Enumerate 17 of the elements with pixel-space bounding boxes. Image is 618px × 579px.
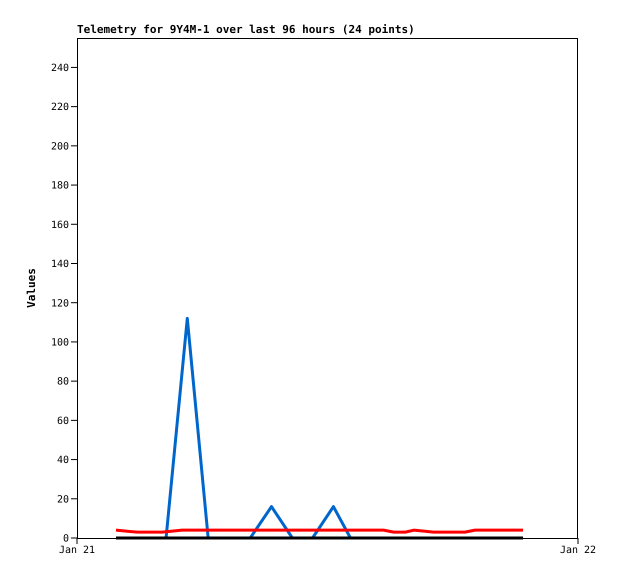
y-tick-label: 60 [56,416,69,427]
y-tick-label: 220 [50,102,69,114]
y-tick-label: 140 [50,259,69,270]
y-tick-label: 120 [50,298,69,310]
y-tick-label: 0 [62,534,69,545]
x-tick-label: Jan 21 [58,545,96,556]
y-tick-label: 240 [50,62,69,74]
chart-title: Telemetry for 9Y4M-1 over last 96 hours (24 points) [77,23,415,36]
y-tick-label: 20 [56,494,69,506]
y-tick-label: 200 [50,141,69,152]
y-tick-label: 180 [50,180,69,192]
y-axis-title: Values [24,268,38,308]
x-tick-label: Jan 22 [560,545,596,556]
y-tick-label: 100 [50,337,69,348]
y-tick-label: 160 [50,220,69,231]
y-tick-label: 40 [56,455,69,466]
y-tick-label: 80 [56,376,69,388]
